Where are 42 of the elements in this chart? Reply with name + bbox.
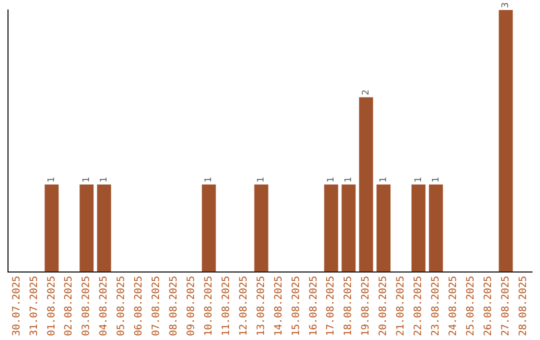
x-tick-label: 30.07.2025 [11,276,22,336]
data-label: 1 [204,176,214,183]
x-tick-label: 03.08.2025 [81,276,92,336]
data-label: 1 [378,176,389,183]
x-tick-label: 10.08.2025 [203,276,214,336]
x-tick-label: 06.08.2025 [134,276,145,336]
x-tick-label: 13.08.2025 [256,276,267,336]
x-tick-label: 05.08.2025 [116,276,128,336]
x-tick-label: 28.08.2025 [518,276,529,336]
data-label: 1 [344,176,354,183]
x-tick-label: 12.08.2025 [238,276,250,336]
x-tick-label: 26.08.2025 [482,276,494,336]
x-tick-label: 22.08.2025 [413,276,424,336]
data-label: 1 [431,176,442,183]
x-tick-label: 17.08.2025 [326,276,337,336]
x-tick-label: 01.08.2025 [46,276,58,336]
x-tick-label: 08.08.2025 [168,276,180,336]
x-tick-label: 04.08.2025 [98,276,110,336]
data-label: 1 [82,176,92,183]
x-tick-label: 23.08.2025 [430,276,442,336]
x-tick-label: 20.08.2025 [378,276,390,336]
data-label: 1 [414,176,424,183]
x-tick-label: 11.08.2025 [220,276,232,336]
x-tick-label: 18.08.2025 [343,276,354,336]
x-tick-label: 09.08.2025 [186,276,197,336]
data-label: 1 [256,176,267,183]
x-tick-label: 25.08.2025 [465,276,476,336]
x-tick-label: 27.08.2025 [500,276,512,336]
data-label: 2 [361,90,372,96]
x-tick-label: 19.08.2025 [360,276,372,336]
x-tick-label: 14.08.2025 [273,276,284,336]
data-label: 1 [326,176,336,183]
x-tick-label: 02.08.2025 [64,276,75,336]
x-tick-label: 21.08.2025 [396,276,407,336]
x-tick-label: 24.08.2025 [448,276,459,336]
data-label: 1 [99,176,110,183]
x-tick-label: 15.08.2025 [290,276,302,336]
data-label: 1 [47,176,58,183]
x-tick-label: 07.08.2025 [151,276,162,336]
x-tick-label: 16.08.2025 [308,276,320,336]
x-tick-label: 31.07.2025 [28,276,40,336]
data-label: 3 [501,2,512,8]
